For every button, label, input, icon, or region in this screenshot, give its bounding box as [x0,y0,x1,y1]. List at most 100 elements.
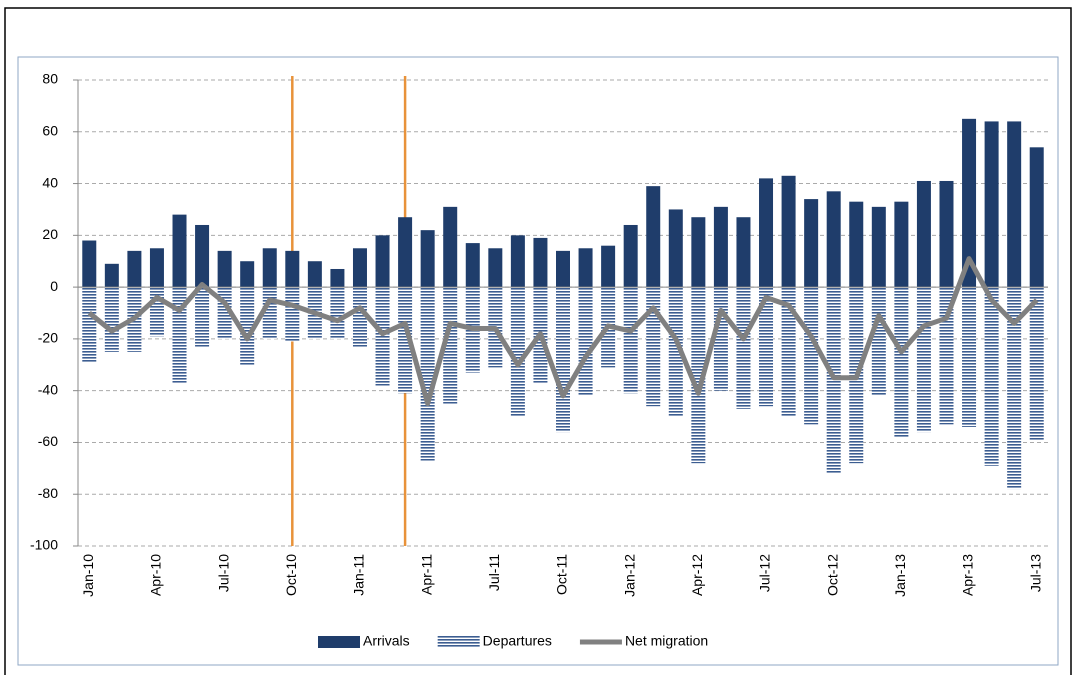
bar [375,235,390,288]
bar [488,248,503,288]
bar [104,263,119,288]
y-tick-label: 80 [42,71,58,87]
bar [849,201,864,288]
bar [736,287,751,409]
bar [556,250,570,288]
bar [420,230,435,288]
bar [82,240,97,288]
x-tick-label: Jan-13 [892,554,908,597]
bar [578,248,593,288]
bar [217,250,232,288]
bar [1029,147,1044,288]
bar [804,199,819,288]
bar [781,287,796,417]
bar [623,287,638,394]
bar [285,287,300,342]
bar [330,287,345,339]
x-tick-label: Oct-11 [554,554,570,595]
bar [962,118,977,288]
bar [1007,287,1022,490]
x-tick-label: Jul-11 [486,554,502,591]
bar [578,287,593,396]
bar [939,180,954,288]
bar [916,180,931,288]
bar [82,287,97,363]
bar [240,287,255,365]
bar [713,287,728,391]
bar [127,250,142,288]
x-tick-label: Jul-12 [757,554,773,592]
bar [1007,121,1022,288]
y-tick-label: 40 [42,174,58,190]
bar [668,209,683,288]
x-tick-label: Oct-10 [283,554,299,596]
bar [894,287,909,438]
bar [465,243,480,288]
bar [398,287,413,394]
bar [330,268,345,288]
y-tick-label: -80 [38,485,58,501]
bar [781,175,796,288]
y-tick-label: 20 [42,226,58,242]
y-tick-label: -20 [38,330,58,346]
bar [285,250,300,288]
bar [1029,287,1044,440]
legend-label: Net migration [625,633,708,649]
legend-label: Departures [483,633,552,649]
bar [871,287,886,396]
bar [668,287,683,417]
legend-swatch [437,636,480,648]
bar [691,217,706,288]
bar [713,206,728,288]
x-tick-label: Jan-11 [351,554,367,596]
y-tick-label: 0 [50,278,58,294]
bar [826,287,841,474]
chart-frame [17,56,1059,666]
bar [420,287,435,461]
bar [262,248,277,288]
bar [623,224,638,288]
bar [510,287,525,417]
bar [352,248,367,288]
bar [894,201,909,288]
bar [240,261,255,288]
bar [759,287,774,407]
bar [601,245,616,288]
bar [646,186,661,288]
bar [871,206,886,288]
bar [826,191,841,288]
outer-frame [4,7,1072,680]
y-tick-label: 60 [42,122,58,138]
bar [195,287,210,347]
x-tick-label: Jan-12 [621,554,637,597]
x-tick-label: Apr-13 [960,554,976,596]
bar [804,287,819,425]
bar [984,121,999,288]
legend-swatch [318,636,360,648]
bar [556,287,570,433]
bar [307,261,322,288]
bar [984,287,999,466]
bar [443,206,458,288]
bar [149,248,164,288]
x-tick-label: Jul-13 [1027,554,1043,592]
bar [104,287,119,352]
bar [916,287,931,433]
line [87,256,1039,407]
bar [962,287,977,427]
bar [510,235,525,288]
bar [533,237,548,288]
y-tick-label: -40 [38,381,58,397]
bar [195,224,210,288]
bar [149,287,164,337]
x-tick-label: Jan-10 [80,554,96,597]
bar [352,287,367,347]
x-tick-label: Apr-12 [689,554,705,596]
bar [398,217,413,288]
x-tick-label: Apr-11 [418,554,434,595]
y-tick-label: -60 [38,433,58,449]
bar [691,287,706,464]
bar [736,217,751,288]
